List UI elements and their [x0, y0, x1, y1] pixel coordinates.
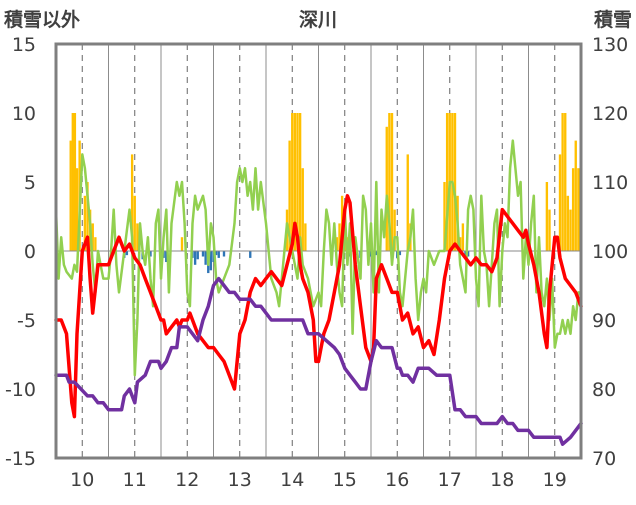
- precip-bar: [569, 209, 572, 251]
- y-right-tick-label: 120: [592, 103, 628, 125]
- y-left-tick-label: 15: [12, 34, 36, 56]
- negative-bar: [201, 251, 205, 257]
- precip-bar: [388, 113, 391, 251]
- precip-bar: [301, 168, 304, 251]
- negative-bar: [214, 251, 218, 256]
- negative-bar: [196, 251, 199, 260]
- negative-bar: [193, 251, 197, 265]
- x-tick-label: 14: [280, 469, 304, 491]
- precip-bar: [304, 223, 307, 251]
- y-left-tick-label: 0: [24, 241, 36, 263]
- precip-bar: [453, 113, 457, 251]
- x-tick-label: 19: [543, 469, 567, 491]
- x-tick-label: 13: [228, 469, 252, 491]
- negative-bar: [375, 251, 378, 256]
- y-right-tick-label: 80: [592, 379, 616, 401]
- x-tick-label: 15: [333, 469, 357, 491]
- precip-bar: [443, 182, 446, 251]
- precip-bar: [338, 223, 341, 251]
- chart-title: 深川: [299, 8, 337, 31]
- y-left-tick-label: 5: [24, 172, 36, 194]
- x-tick-label: 18: [490, 469, 514, 491]
- precip-bar: [558, 154, 562, 251]
- y-left-tick-label: 10: [12, 103, 36, 125]
- plot-border: [54, 42, 583, 460]
- negative-bar: [125, 251, 129, 256]
- precip-bar: [71, 113, 74, 251]
- precip-bar: [390, 113, 394, 251]
- precip-bar: [561, 113, 564, 251]
- precip-bar: [393, 209, 396, 251]
- x-tick-label: 10: [70, 469, 94, 491]
- y-right-tick-label: 110: [592, 172, 628, 194]
- negative-bar: [398, 251, 402, 256]
- precip-bar: [130, 154, 134, 251]
- negative-bar: [249, 251, 252, 258]
- y-left-tick-label: -15: [5, 448, 36, 470]
- precip-bar: [406, 154, 409, 251]
- x-tick-label: 17: [438, 469, 462, 491]
- precip-bar: [86, 182, 89, 251]
- precip-bar: [69, 140, 72, 251]
- negative-bar: [466, 251, 470, 257]
- red-series-line: [54, 194, 583, 419]
- precip-bar: [180, 237, 184, 251]
- negative-bar: [217, 251, 220, 258]
- precip-bar: [91, 223, 94, 251]
- x-tick-label: 16: [385, 469, 409, 491]
- precip-bar: [548, 209, 551, 251]
- precip-bar: [94, 237, 97, 251]
- precip-bar: [461, 223, 465, 251]
- precip-bar: [564, 113, 567, 251]
- negative-bar: [222, 251, 226, 257]
- ticks-layer: 15 10 5 0 -5 -10 -15 130 120 110 100 90 80 70 10 11 12 13…: [5, 34, 628, 491]
- precip-bar: [293, 113, 297, 251]
- precip-bar: [574, 140, 577, 251]
- precip-bar: [571, 168, 575, 251]
- precip-bar: [83, 195, 87, 251]
- y-right-tick-label: 90: [592, 310, 616, 332]
- y-right-tick-label: 130: [592, 34, 628, 56]
- precip-bar: [291, 113, 294, 251]
- precip-bar: [335, 237, 339, 251]
- y-left-tick-label: -10: [5, 379, 36, 401]
- precip-bar: [133, 195, 136, 251]
- precip-bar: [577, 168, 580, 251]
- precip-bar: [288, 140, 291, 251]
- precip-bar: [73, 113, 77, 251]
- negative-bar: [149, 251, 152, 257]
- precip-bar: [298, 113, 302, 251]
- lines-layer: [54, 139, 583, 446]
- y-right-tick-label: 100: [592, 241, 628, 263]
- y-left-tick-label: -5: [17, 310, 36, 332]
- snow-depth-line: [54, 276, 583, 446]
- green-series-line: [54, 139, 583, 377]
- precip-bar: [445, 113, 449, 251]
- negative-bar: [204, 251, 207, 265]
- precip-bar: [385, 126, 388, 251]
- precip-bar: [136, 223, 139, 251]
- left-axis-label: 積雪以外: [4, 8, 80, 31]
- precip-bar: [566, 195, 570, 251]
- precip-bar: [459, 237, 462, 251]
- precip-bar: [545, 182, 549, 251]
- precip-bar: [296, 113, 299, 251]
- precip-bar: [75, 168, 79, 251]
- negative-bar: [165, 251, 168, 263]
- x-tick-label: 11: [123, 469, 147, 491]
- right-axis-label: 積雪: [594, 8, 632, 31]
- negative-bar: [209, 251, 213, 271]
- y-right-tick-label: 70: [592, 448, 616, 470]
- x-tick-label: 12: [175, 469, 199, 491]
